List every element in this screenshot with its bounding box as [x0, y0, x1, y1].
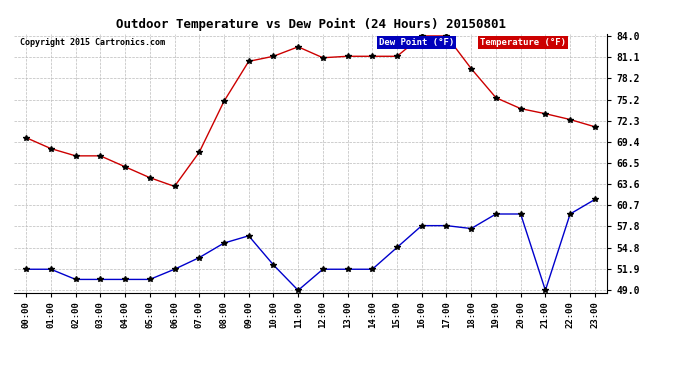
Text: Dew Point (°F): Dew Point (°F)	[379, 38, 454, 46]
Title: Outdoor Temperature vs Dew Point (24 Hours) 20150801: Outdoor Temperature vs Dew Point (24 Hou…	[115, 18, 506, 31]
Text: Copyright 2015 Cartronics.com: Copyright 2015 Cartronics.com	[20, 38, 165, 46]
Text: Temperature (°F): Temperature (°F)	[480, 38, 566, 46]
